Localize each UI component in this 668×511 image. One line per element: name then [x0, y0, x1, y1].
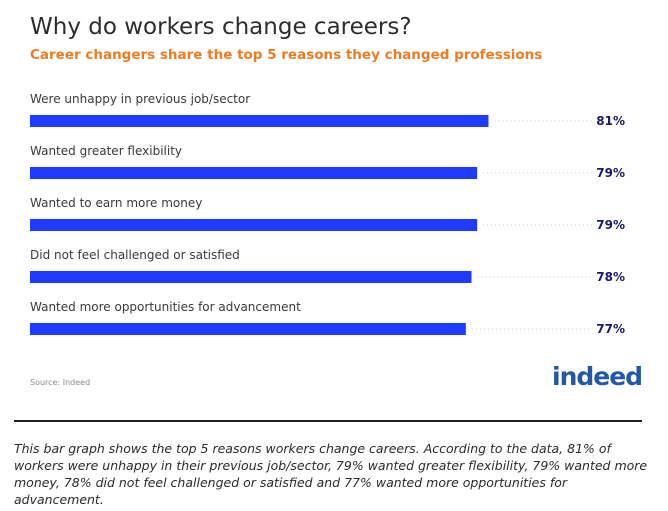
value-label: 81% — [596, 114, 625, 128]
divider — [14, 420, 642, 422]
bar-chart: Were unhappy in previous job/sector 81% Wa… — [30, 92, 625, 336]
chart-subtitle: Career changers share the top 5 reasons … — [30, 47, 543, 63]
value-label: 77% — [596, 322, 625, 336]
value-label: 79% — [596, 166, 625, 180]
bar — [30, 219, 478, 231]
category-label: Did not feel challenged or satisfied — [30, 248, 240, 262]
value-label: 78% — [596, 270, 625, 284]
chart-title: Why do workers change careers? — [30, 14, 412, 40]
bar — [30, 323, 466, 335]
bar — [30, 167, 478, 179]
chart-figure: Why do workers change careers? Career ch… — [30, 14, 643, 391]
bar — [30, 271, 472, 283]
indeed-logo: indeed — [552, 362, 643, 391]
category-label: Were unhappy in previous job/sector — [30, 92, 250, 106]
category-label: Wanted greater flexibility — [30, 144, 182, 158]
category-label: Wanted to earn more money — [30, 196, 202, 210]
bar — [30, 115, 489, 127]
value-label: 79% — [596, 218, 625, 232]
figure-caption: This bar graph shows the top 5 reasons w… — [14, 441, 648, 507]
category-label: Wanted more opportunities for advancemen… — [30, 300, 301, 314]
source-note: Source: Indeed — [30, 378, 91, 387]
